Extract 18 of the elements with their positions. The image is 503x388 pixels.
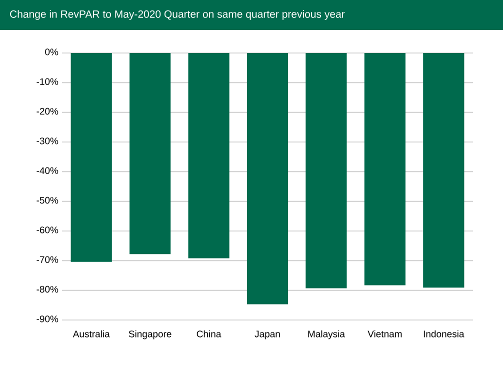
y-tick-label: -50% [36, 196, 58, 204]
x-tick-label: China [196, 330, 222, 338]
x-tick-label: Vietnam [368, 330, 402, 338]
y-tick-label: -90% [36, 316, 58, 322]
y-tick-label: -60% [36, 226, 58, 234]
y-tick-label: -70% [36, 256, 58, 263]
y-tick-label: -30% [36, 138, 58, 144]
chart-title: Change in RevPAR to May-2020 Quarter on same quarter previous year [10, 10, 345, 20]
x-tick-label: Singapore [128, 330, 172, 340]
x-tick-label: Australia [72, 330, 110, 338]
y-tick-label: -40% [36, 167, 58, 174]
y-tick-label: -20% [36, 108, 58, 115]
x-tick-label: Malaysia [308, 330, 345, 340]
y-tick-label: -10% [36, 78, 58, 85]
x-tick-label: Indonesia [424, 330, 464, 338]
y-tick-label: -80% [36, 286, 58, 293]
x-tick-label: Japan [254, 330, 280, 340]
y-tick-label: 0% [45, 48, 58, 56]
